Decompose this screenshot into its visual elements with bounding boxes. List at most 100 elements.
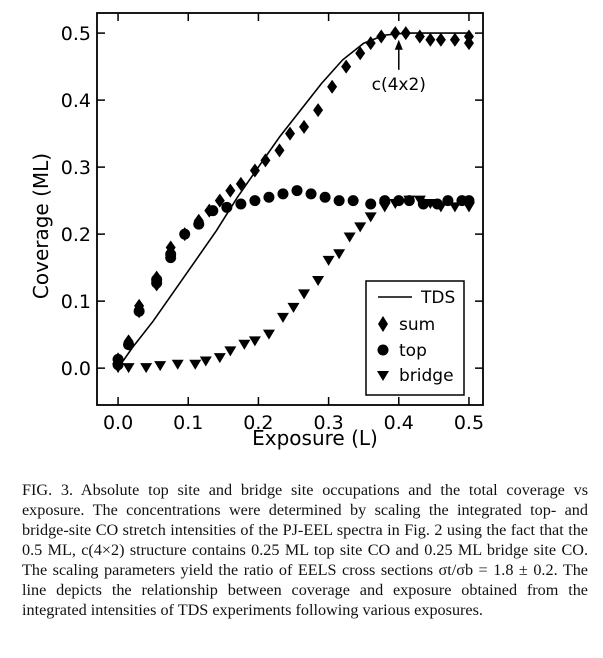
legend-top-marker xyxy=(377,344,389,356)
legend-top-label: top xyxy=(399,341,427,361)
bridge-point xyxy=(213,353,226,364)
top-point xyxy=(347,195,359,207)
y-tick-label: 0.5 xyxy=(61,23,91,45)
sum-point xyxy=(214,193,225,208)
y-tick-label: 0.4 xyxy=(61,90,91,112)
bridge-point xyxy=(424,198,437,209)
annotation-label: c(4x2) xyxy=(372,75,426,95)
top-point xyxy=(133,305,145,317)
sum-point xyxy=(414,29,425,44)
bridge-point xyxy=(298,289,311,300)
y-tick-label: 0.2 xyxy=(61,224,91,246)
sum-point xyxy=(225,183,236,198)
bridge-point xyxy=(287,302,300,313)
x-tick-label: 0.1 xyxy=(173,412,203,434)
y-axis-label: Coverage (ML) xyxy=(29,153,53,299)
bridge-point xyxy=(248,336,261,347)
sum-point xyxy=(274,143,285,158)
sum-point xyxy=(285,126,295,141)
sum-point xyxy=(449,32,460,47)
top-point xyxy=(165,248,177,260)
axis-ticks: 0.0 0.1 0.2 0.3 0.4 0.5 0.0 0.1 0.2 0.3 0.4 0.5 xyxy=(61,13,484,434)
series-layer xyxy=(112,26,475,374)
top-point xyxy=(221,201,233,213)
bridge-point xyxy=(434,202,447,213)
top-point xyxy=(207,205,219,217)
bridge-point xyxy=(322,255,335,266)
annotation-arrow-head xyxy=(394,39,403,50)
sum-point xyxy=(327,79,338,94)
bridge-point xyxy=(413,195,426,206)
bridge-point xyxy=(140,363,153,374)
bridge-point xyxy=(333,249,346,260)
sum-point xyxy=(390,26,401,41)
bridge-point xyxy=(403,195,416,206)
legend-sum-marker xyxy=(378,316,388,332)
figure-caption: FIG. 3. Absolute top site and bridge sit… xyxy=(22,481,588,619)
bridge-point xyxy=(462,202,475,213)
top-point xyxy=(263,191,275,203)
sum-point xyxy=(463,29,474,44)
top-point xyxy=(235,198,247,210)
plot-frame xyxy=(96,12,484,406)
chart: 0.0 0.1 0.2 0.3 0.4 0.5 0.0 0.1 0.2 0.3 0.4 0.5 Exp… xyxy=(29,12,484,450)
top-point xyxy=(151,274,163,286)
x-tick-label: 0.3 xyxy=(313,412,343,434)
bridge-point xyxy=(312,276,325,287)
legend-bridge-label: bridge xyxy=(399,366,454,386)
bridge-point xyxy=(378,202,391,213)
sum-point xyxy=(313,103,324,118)
top-point xyxy=(112,353,124,365)
c4x2-annotation: c(4x2) xyxy=(372,39,426,95)
bridge-point xyxy=(224,346,237,357)
bridge-point xyxy=(364,212,377,223)
x-tick-label: 0.2 xyxy=(243,412,273,434)
x-axis-label: Exposure (L) xyxy=(252,426,378,450)
legend-tds-label: TDS xyxy=(420,288,455,308)
top-point xyxy=(319,191,331,203)
top-point xyxy=(249,195,261,207)
bridge-point xyxy=(122,363,135,374)
x-tick-label: 0.5 xyxy=(454,412,484,434)
legend-bridge-marker xyxy=(377,371,389,381)
top-point xyxy=(291,185,303,197)
bridge-point xyxy=(389,198,402,209)
bridge-point xyxy=(276,312,289,323)
sum-point xyxy=(299,119,310,134)
bridge-point xyxy=(262,329,275,340)
bridge-point xyxy=(112,363,125,374)
sum-point xyxy=(260,153,271,168)
y-tick-label: 0.1 xyxy=(61,291,91,313)
sum-point xyxy=(355,46,366,61)
sum-point xyxy=(376,29,387,44)
y-tick-label: 0.3 xyxy=(61,157,91,179)
bridge-point xyxy=(354,222,367,233)
top-point xyxy=(123,339,135,351)
top-point xyxy=(333,195,345,207)
y-tick-label: 0.0 xyxy=(61,358,91,380)
sum-point xyxy=(235,176,246,191)
x-tick-label: 0.4 xyxy=(384,412,414,434)
bridge-point xyxy=(343,232,356,243)
top-point xyxy=(277,188,289,200)
legend: TDS sum top bridge xyxy=(365,280,465,396)
bridge-point xyxy=(154,361,167,372)
sum-point xyxy=(341,59,352,74)
top-point xyxy=(365,198,377,210)
sum-point xyxy=(365,36,376,51)
plot-border xyxy=(96,12,484,406)
bridge-point xyxy=(448,202,461,213)
legend-sum-label: sum xyxy=(399,315,435,335)
bridge-point xyxy=(189,359,202,370)
top-point xyxy=(193,218,205,230)
sum-point xyxy=(435,32,446,47)
bridge-point xyxy=(199,356,212,367)
bridge-point xyxy=(238,339,251,350)
top-point xyxy=(305,188,317,200)
bridge-point xyxy=(171,359,184,370)
sum-point xyxy=(425,32,436,47)
top-point xyxy=(179,228,191,240)
x-tick-label: 0.0 xyxy=(103,412,133,434)
sum-point xyxy=(400,26,411,41)
sum-point xyxy=(249,163,260,178)
